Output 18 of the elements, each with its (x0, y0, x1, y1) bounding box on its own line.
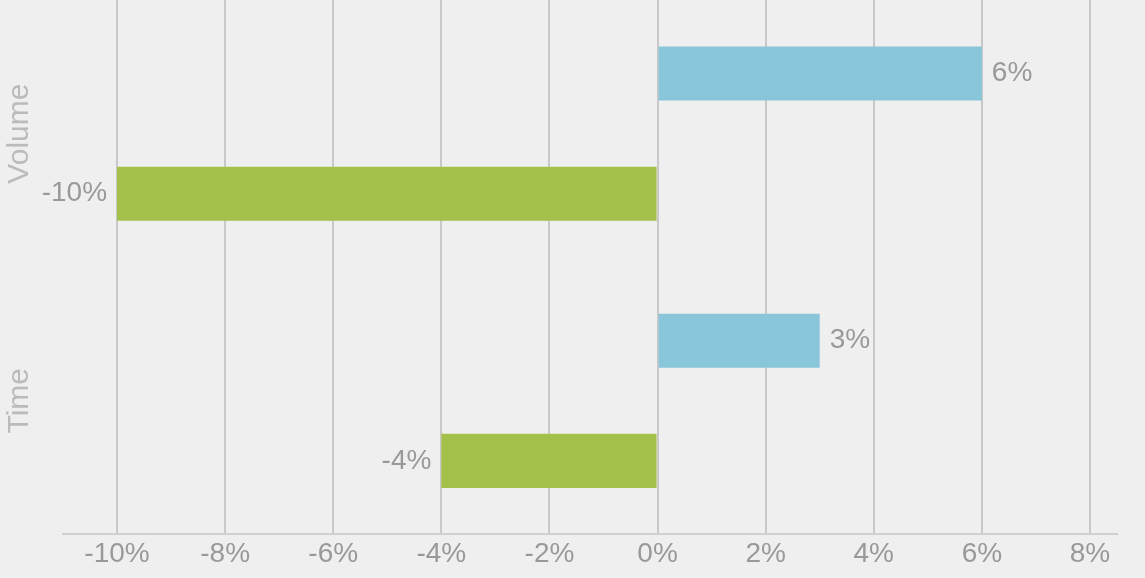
bar (658, 46, 982, 101)
x-tick-label: 4% (853, 536, 894, 568)
x-tick-label: 2% (745, 536, 786, 568)
x-tick-label: 8% (1069, 536, 1111, 568)
x-tick-label: -4% (416, 536, 467, 568)
bar (441, 433, 657, 488)
text: -4% (381, 443, 432, 475)
bar (658, 313, 820, 368)
bar (117, 166, 657, 221)
text: 3% (829, 323, 871, 355)
x-tick-label: -8% (200, 536, 251, 568)
x-tick-label: -10% (84, 536, 150, 568)
x-tick-label: 6% (961, 536, 1003, 568)
text: -10% (41, 176, 108, 208)
x-tick-label: 0% (637, 536, 678, 568)
x-tick-label: -2% (524, 536, 575, 568)
text: 6% (991, 56, 1033, 88)
x-tick-label: -6% (308, 536, 359, 568)
